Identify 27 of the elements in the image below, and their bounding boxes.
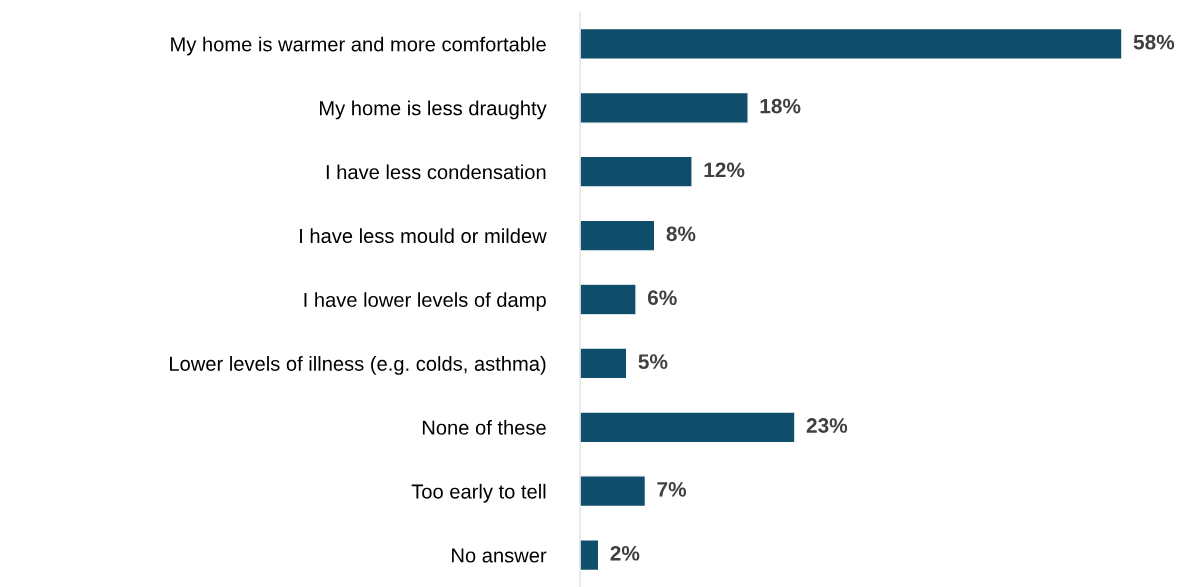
bar <box>580 283 637 316</box>
bar <box>580 219 656 252</box>
bar <box>580 27 1123 60</box>
data-label: 58% <box>1133 34 1175 50</box>
y-tick-label: I have less mould or mildew <box>300 228 547 244</box>
y-tick-label: Lower levels of illness (e.g. colds, asthma) <box>170 356 546 375</box>
bar <box>580 411 796 444</box>
y-tick-label: My home is less draughty <box>320 100 547 120</box>
y-tick-label: I have less condensation <box>326 164 546 180</box>
y-tick-label: My home is warmer and more comfortable <box>171 36 546 56</box>
data-label: 7% <box>657 482 687 497</box>
y-tick-label: No answer <box>452 548 547 563</box>
bar <box>580 155 693 188</box>
bar <box>580 91 749 124</box>
y-tick-label: Too early to tell <box>411 483 546 503</box>
data-label: 23% <box>806 418 848 433</box>
data-label: 2% <box>610 545 640 561</box>
bar <box>580 347 628 380</box>
data-label: 18% <box>760 98 801 114</box>
y-tick-label: I have lower levels of damp <box>304 292 546 311</box>
y-tick-label: None of these <box>422 419 546 435</box>
data-label: 12% <box>704 162 745 178</box>
data-label: 6% <box>647 290 677 306</box>
data-label: 5% <box>638 354 668 369</box>
bar <box>580 475 647 508</box>
data-label: 8% <box>666 226 696 242</box>
bar <box>580 539 600 572</box>
